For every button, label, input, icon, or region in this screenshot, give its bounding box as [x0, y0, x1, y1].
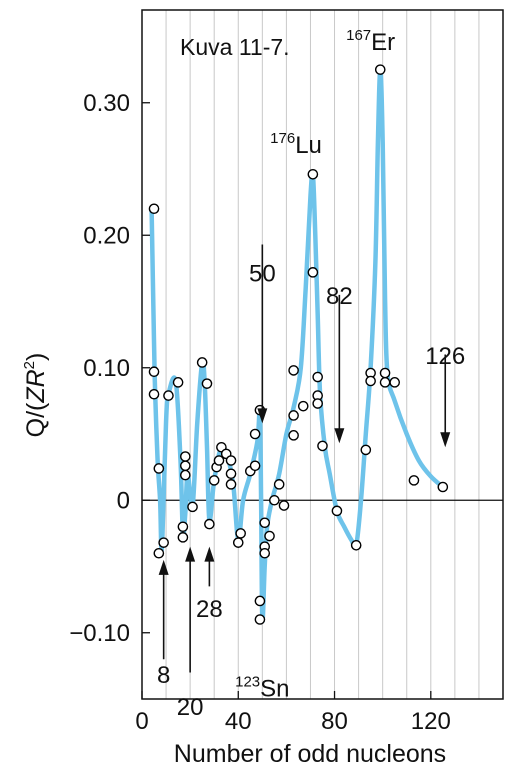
- x-tick-label: 40: [225, 708, 252, 735]
- data-point: [204, 518, 215, 530]
- isotope-label: 176Lu: [270, 130, 322, 159]
- isotope-labels: 176Lu 167Er 123Sn: [235, 27, 395, 703]
- data-point: [379, 367, 391, 379]
- data-point: [196, 357, 208, 368]
- data-point: [312, 371, 323, 383]
- x-axis-label: Number of odd nucleons: [174, 740, 446, 768]
- data-point: [180, 469, 191, 481]
- data-point: [312, 398, 323, 409]
- data-point: [180, 451, 191, 462]
- y-axis-label-main: ZR: [22, 369, 50, 403]
- data-point: [158, 537, 169, 548]
- data-point: [187, 501, 198, 513]
- data-point: [408, 475, 420, 486]
- data-point: [374, 64, 386, 75]
- annotation-arrow-head: [158, 559, 169, 575]
- y-ticks: −0.10 0 0.10 0.20 0.30: [69, 90, 150, 647]
- x-tick-label: 80: [321, 708, 348, 735]
- data-point: [232, 537, 244, 548]
- annotation-label: 82: [326, 283, 353, 310]
- isotope-symbol: Er: [371, 29, 395, 56]
- data-point: [360, 444, 372, 456]
- annotation-arrow-head: [257, 408, 268, 424]
- data-point: [177, 532, 189, 543]
- y-tick-label: 0.20: [83, 222, 130, 249]
- data-point: [331, 505, 343, 517]
- plot-frame: [141, 9, 504, 700]
- data-point: [259, 517, 271, 529]
- data-point: [269, 494, 280, 506]
- isotope-label: 167Er: [346, 27, 395, 56]
- data-point: [297, 400, 309, 412]
- figure-caption: Kuva 11-7.: [180, 34, 290, 60]
- x-tick-label: 0: [135, 708, 148, 735]
- y-tick-label: 0.10: [83, 355, 130, 382]
- data-point: [213, 455, 225, 466]
- data-point: [350, 540, 362, 551]
- data-point: [249, 460, 261, 472]
- y-axis-label-pre: Q/(: [22, 402, 50, 437]
- isotope-mass: 176: [270, 130, 295, 147]
- annotation-label: 28: [196, 596, 223, 623]
- data-point: [225, 468, 237, 480]
- y-tick-label: 0: [117, 487, 130, 514]
- data-point: [153, 463, 165, 474]
- data-point: [225, 479, 237, 490]
- isotope-label: 123Sn: [235, 673, 289, 702]
- data-point: [288, 410, 299, 421]
- data-point: [148, 388, 160, 400]
- data-point: [317, 440, 328, 452]
- data-point: [163, 390, 174, 401]
- data-point: [273, 479, 285, 490]
- data-points: [148, 64, 449, 625]
- annotation-arrow-head: [185, 546, 196, 562]
- isotope-symbol: Lu: [295, 132, 322, 159]
- data-point: [389, 377, 401, 388]
- data-point: [278, 500, 290, 511]
- data-point: [288, 430, 299, 441]
- data-point: [307, 168, 319, 180]
- annotation-label: 126: [425, 343, 465, 370]
- data-point: [208, 475, 220, 486]
- annotation-label: 8: [157, 662, 170, 689]
- data-point: [264, 530, 275, 542]
- data-point: [288, 365, 299, 376]
- y-tick-label: −0.10: [69, 620, 130, 647]
- data-point: [254, 614, 266, 625]
- annotation-arrow-head: [440, 432, 451, 448]
- data-point: [172, 377, 184, 388]
- annotation-label: 50: [249, 261, 276, 288]
- data-point: [225, 455, 237, 466]
- data-point: [259, 547, 271, 559]
- isotope-mass: 123: [235, 673, 260, 690]
- x-ticks: 0 40 80 120: [135, 691, 451, 735]
- y-axis-label-post: ): [22, 353, 50, 361]
- y-axis-label-sup: 2: [21, 361, 38, 369]
- data-point: [379, 377, 391, 388]
- data-point: [235, 528, 246, 539]
- shell-annotations: 8 20 28 50 82 126: [157, 244, 465, 721]
- y-tick-label: 0.30: [83, 90, 130, 117]
- isotope-mass: 167: [346, 27, 371, 44]
- annotation-arrow-head: [204, 546, 215, 562]
- data-point: [148, 366, 160, 378]
- data-point: [365, 375, 376, 387]
- y-axis-label: Q/(ZR2): [21, 353, 50, 438]
- data-point: [201, 378, 213, 389]
- isotope-symbol: Sn: [260, 675, 289, 702]
- data-point: [249, 428, 261, 440]
- data-point: [153, 547, 165, 559]
- annotation-label: 20: [177, 694, 204, 721]
- annotation-arrow-head: [334, 428, 345, 444]
- data-point: [254, 595, 266, 607]
- data-point: [437, 481, 449, 493]
- data-point: [307, 267, 319, 278]
- data-point: [177, 521, 189, 533]
- data-point: [180, 460, 191, 472]
- data-point: [148, 203, 160, 215]
- x-tick-label: 120: [411, 708, 451, 735]
